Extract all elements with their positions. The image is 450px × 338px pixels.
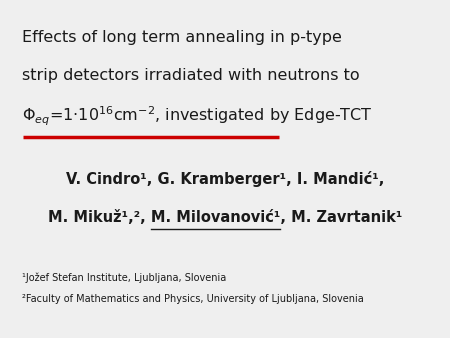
Text: $\Phi_{eq}$=1$\cdot$10$^{16}$cm$^{-2}$, investigated by Edge-TCT: $\Phi_{eq}$=1$\cdot$10$^{16}$cm$^{-2}$, … — [22, 105, 373, 128]
Text: ²Faculty of Mathematics and Physics, University of Ljubljana, Slovenia: ²Faculty of Mathematics and Physics, Uni… — [22, 294, 364, 304]
Text: M. Milovanović¹: M. Milovanović¹ — [0, 337, 1, 338]
Text: ¹Jožef Stefan Institute, Ljubljana, Slovenia: ¹Jožef Stefan Institute, Ljubljana, Slov… — [22, 272, 227, 283]
Text: V. Cindro¹, G. Kramberger¹, I. Mandić¹,: V. Cindro¹, G. Kramberger¹, I. Mandić¹, — [66, 171, 384, 187]
Text: Effects of long term annealing in p-type: Effects of long term annealing in p-type — [22, 30, 342, 45]
Text: M. Mikuž¹,², M. Milovanović¹, M. Zavrtanik¹: M. Mikuž¹,², M. Milovanović¹, M. Zavrtan… — [48, 210, 402, 224]
Text: strip detectors irradiated with neutrons to: strip detectors irradiated with neutrons… — [22, 68, 360, 82]
